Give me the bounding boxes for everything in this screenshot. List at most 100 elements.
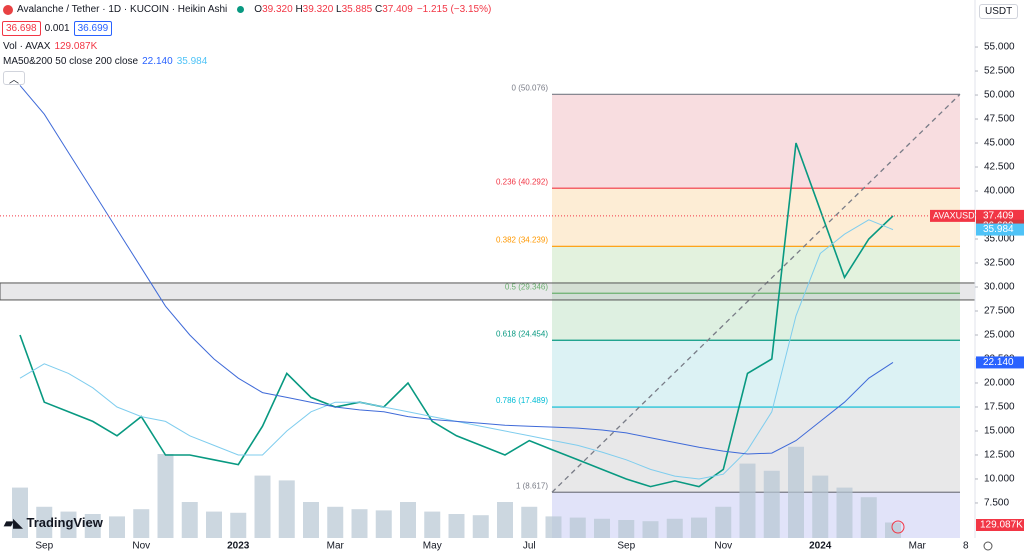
volume-bar: [812, 475, 829, 538]
x-tick-label: Mar: [909, 541, 927, 552]
ohlc-value: 37.409: [382, 4, 413, 15]
collapse-button[interactable]: ︿: [3, 71, 25, 86]
ma200-tag: 35.984: [983, 224, 1014, 235]
volume-bar: [472, 515, 489, 538]
x-tick-label: 2023: [227, 541, 250, 552]
ma200-tag-bg: [976, 223, 1024, 236]
y-tick-label: 15.000: [984, 426, 1015, 437]
sell-button[interactable]: 36.698: [2, 21, 41, 36]
volume-bar: [569, 517, 586, 538]
volume-bar: [278, 480, 295, 538]
ohlc-value: 39.320: [262, 4, 293, 15]
fib-zone: [552, 340, 960, 408]
trade-row: 36.698 0.001 36.699: [2, 21, 113, 36]
ma-legend: MA50&200 50 close 200 close 22.140 35.98…: [3, 56, 207, 67]
volume-bar: [157, 454, 174, 538]
x-tick-label: 8: [963, 541, 969, 552]
alert-icon: [891, 520, 905, 534]
y-tick-label: 30.000: [984, 282, 1015, 293]
ma50-value: 22.140: [142, 56, 173, 67]
volume-bar: [860, 497, 877, 538]
volume-tag-bg: [976, 519, 1024, 531]
volume-bar: [303, 502, 319, 538]
fib-label: 0.786 (17.489): [496, 396, 548, 405]
volume-label: Vol · AVAX: [3, 41, 51, 52]
fib-label: 1 (8.617): [516, 481, 548, 490]
fib-zone: [552, 246, 960, 294]
volume-bar: [230, 512, 247, 538]
fib-label: 0.618 (24.454): [496, 329, 548, 338]
ohlc-key: C: [374, 4, 383, 15]
volume-bar: [327, 506, 344, 538]
fib-label: 0.5 (29.346): [505, 282, 548, 291]
y-tick-label: 45.000: [984, 138, 1015, 149]
price-line: [19, 85, 894, 455]
y-tick-label: 50.000: [984, 90, 1015, 101]
currency-button[interactable]: USDT: [979, 4, 1019, 19]
x-tick-label: Nov: [714, 541, 732, 552]
x-tick-label: Mar: [327, 541, 345, 552]
x-tick-label: Sep: [617, 541, 635, 552]
volume-bar: [594, 518, 610, 538]
x-tick-label: May: [423, 541, 442, 552]
y-tick-label: 25.000: [984, 330, 1015, 341]
volume-bar: [351, 509, 368, 538]
ohlc-key: L: [336, 4, 342, 15]
x-tick-label: Sep: [35, 541, 53, 552]
y-tick-label: 35.000: [984, 234, 1015, 245]
volume-bar: [84, 514, 101, 538]
fib-zone: [552, 407, 960, 493]
ohlc-value: 35.885: [341, 4, 373, 15]
volume-tag: 129.087K: [980, 520, 1023, 531]
y-tick-label: 47.500: [984, 114, 1015, 125]
y-tick-label: 27.500: [984, 306, 1015, 317]
volume-bar: [12, 487, 28, 538]
volume-bar: [60, 511, 77, 538]
price-axis-bg: [975, 0, 1024, 554]
y-tick-label: 55.000: [984, 42, 1015, 53]
ohlc-key: O: [254, 4, 263, 15]
volume-bar: [739, 463, 756, 538]
symbol-row: Avalanche / Tether · 1D · KUCOIN · Heiki…: [3, 4, 491, 15]
fib-zone: [552, 293, 960, 341]
symbol: Avalanche / Tether · 1D · KUCOIN · Heiki…: [17, 4, 228, 15]
fib-label: 0 (50.076): [512, 83, 549, 92]
volume-bar: [448, 514, 465, 538]
ma-label: MA50&200 50 close 200 close: [3, 56, 139, 67]
x-tick-label: Jul: [523, 541, 536, 552]
logo-text: TradingView: [26, 515, 103, 530]
y-tick-label: 32.500: [984, 258, 1015, 269]
volume-bar: [109, 516, 125, 538]
buy-button[interactable]: 36.699: [73, 21, 113, 36]
volume-bar: [788, 446, 804, 538]
volume-legend: Vol · AVAX 129.087K: [3, 41, 97, 52]
volume-bar: [424, 511, 441, 538]
volume-bar: [666, 518, 683, 538]
y-tick-label: 42.500: [984, 162, 1015, 173]
volume-value: 129.087K: [54, 41, 98, 52]
ma50-tag-bg: [976, 356, 1024, 369]
volume-bar: [691, 517, 707, 538]
coin-icon: [3, 4, 13, 15]
volume-bar: [836, 487, 853, 538]
volume-bar: [618, 520, 635, 538]
volume-bar: [133, 509, 150, 538]
volume-bar: [642, 521, 659, 538]
ma200-value: 35.984: [176, 56, 208, 67]
volume-bar: [715, 506, 732, 538]
fib-label: 0.382 (34.239): [496, 235, 548, 244]
ohlc-value: 39.320: [302, 4, 334, 15]
volume-bar: [400, 502, 416, 538]
logo: ▰◣ TradingView: [4, 515, 103, 530]
range-zone: [0, 282, 976, 301]
change: −1.215 (−3.15%): [416, 4, 492, 15]
y-tick-label: 10.000: [984, 474, 1015, 485]
y-tick-label: 7.500: [984, 498, 1009, 509]
volume-bar: [181, 502, 198, 538]
y-tick-label: 20.000: [984, 378, 1015, 389]
fib-label: 0.236 (40.292): [496, 177, 548, 186]
y-tick-label: 17.500: [984, 402, 1015, 413]
y-tick-label: 12.500: [984, 450, 1015, 461]
